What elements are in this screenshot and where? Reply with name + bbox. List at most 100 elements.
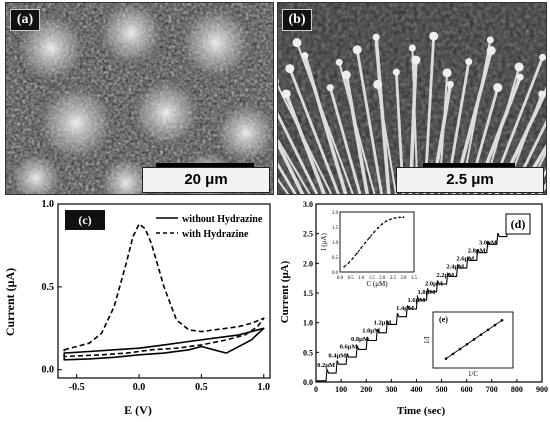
chart-d-panel-label-box	[505, 213, 531, 235]
chart-c-x-tick-label: -0.5	[69, 382, 85, 393]
chart-c-y-tick-label: 0.5	[42, 282, 55, 293]
chart-c-panel-label-bg	[65, 210, 105, 230]
nanorod-tip	[514, 62, 524, 72]
nanorod	[355, 48, 383, 194]
nanorod	[288, 67, 340, 194]
chart-d-amperometric: 0 100 200 300 400 500 600 700 800 9000.00.51.01.5…	[278, 196, 548, 422]
concentration-label: 1.0μM	[362, 328, 380, 335]
nanorod-tip	[411, 55, 421, 65]
chart-d-current-trace	[315, 216, 523, 382]
inset-calibration-x-tick-label: 1.0	[358, 276, 365, 281]
inset-calibration-point	[368, 236, 371, 239]
nanorod-tip	[372, 33, 380, 41]
nanorod-tip	[486, 36, 494, 44]
scale-bar-a	[156, 163, 254, 167]
chart-c-panel-label: (c)	[78, 213, 91, 227]
inset-calibration-y-tick-label: 0.5	[332, 256, 339, 261]
inset-calibration-y-tick-label: 1.0	[332, 241, 339, 246]
concentration-label: 1.2μM	[374, 319, 392, 326]
panel-label-a: (a)	[10, 9, 40, 31]
nanorod-tip	[301, 52, 309, 60]
nanorod-tip	[446, 80, 454, 88]
chart-d-x-tick-label: 700	[486, 385, 498, 394]
series-without-hydrazine	[63, 327, 265, 361]
nanorod	[338, 61, 376, 194]
concentration-label: 2.6μM	[456, 255, 474, 262]
nanorod-tip	[281, 89, 291, 99]
nanorod	[278, 83, 333, 194]
chart-c-y-tick-label: 1.0	[42, 199, 55, 210]
chart-d-x-tick-label: 100	[335, 385, 347, 394]
nanorod	[278, 162, 297, 194]
inset-linear-panel-label: (e)	[439, 315, 448, 324]
chart-c-series	[63, 223, 265, 361]
nanorod	[303, 53, 348, 194]
chart-c-x-tick-label: 0.5	[195, 382, 208, 393]
nanorod-tip	[465, 58, 473, 66]
chart-d-y-tick-label: 2.0	[303, 259, 313, 268]
sem-micrograph-a	[6, 3, 273, 194]
chart-c-plot-area	[57, 203, 271, 379]
inset-calibration-x-tick-label: 0.0	[337, 276, 344, 281]
chart-c-legend: without Hydrazine with Hydrazine	[156, 214, 263, 240]
nanorod-tip	[285, 64, 295, 74]
nanorod-tip	[278, 78, 280, 84]
chart-d-y-tick-label: 0.5	[303, 348, 313, 357]
chart-d-x-tick-label: 400	[410, 385, 422, 394]
chart-c-y-axis-label: Current (μA)	[3, 268, 17, 336]
nanorod	[278, 111, 319, 194]
inset-calibration-x-tick-label: 3.0	[400, 276, 407, 281]
nanorod-tip	[335, 58, 343, 66]
concentration-label: 0.8μM	[351, 336, 369, 343]
inset-calibration-y-tick-label: 0.0	[332, 271, 339, 276]
nanorod-tip	[516, 73, 524, 81]
nanorod	[344, 73, 369, 194]
chart-d-x-tick-label: 900	[536, 385, 548, 394]
nanorod	[295, 41, 354, 194]
nanorod-tip	[341, 70, 351, 80]
sem-image-panel-a: (a) 20 μm	[5, 2, 274, 195]
chart-d-y-tick-label: 1.5	[303, 289, 313, 298]
concentration-label: 1.6μM	[407, 297, 425, 304]
chart-d-inset-linear: (e) 1/C 1/I	[423, 311, 514, 378]
chart-c-y-tick-label: 0.0	[42, 365, 55, 376]
panel-label-b: (b)	[282, 9, 312, 31]
concentration-label: 0.2μM	[317, 362, 335, 369]
inset-calibration-x-tick-label: 2.5	[390, 276, 397, 281]
inset-calibration-y-label: I (μA)	[320, 233, 328, 251]
concentration-label: 2.8μM	[468, 248, 486, 255]
concentration-label: 3.0μM	[479, 239, 497, 246]
concentration-label: 1.8μM	[418, 289, 436, 296]
chart-d-x-tick-label: 600	[461, 385, 473, 394]
legend-label-without: without Hydrazine	[182, 214, 263, 225]
nanorod-tip	[326, 84, 334, 92]
chart-d-y-tick-label: 1.0	[303, 319, 313, 328]
chart-c-voltammogram: -0.5 0.0 0.5 1.0 0.0 0.5 1.0 (c) without Hydra…	[0, 196, 275, 422]
nanorod-tip	[493, 83, 503, 93]
nanorod-tip	[408, 44, 416, 52]
inset-calibration-x-tick-label: 2.0	[379, 276, 386, 281]
chart-d-y-tick-label: 2.5	[303, 230, 313, 239]
nanorod-tip	[429, 31, 439, 41]
scale-bar-b	[423, 163, 515, 167]
concentration-label: 2.0μM	[425, 280, 443, 287]
inset-calibration-x-tick-label: 3.5	[411, 276, 418, 281]
sem-image-panel-b: (b) 2.5 μm	[277, 2, 547, 195]
inset-calibration-x-label: C (μM)	[366, 280, 388, 288]
series-with-hydrazine	[63, 223, 265, 358]
nanorod-tip	[392, 68, 400, 76]
nanorod-tip	[539, 53, 546, 61]
nanorod	[376, 83, 397, 194]
nanorod-tip	[373, 79, 383, 89]
concentration-label: 2.2μM	[436, 272, 454, 279]
nanorod-tip	[538, 90, 546, 98]
concentration-label: 0.4μM	[328, 353, 346, 360]
inset-linear-x-label: 1/C	[468, 370, 478, 378]
nanorod	[278, 139, 305, 194]
nanorod	[531, 168, 546, 194]
inset-calibration-x-tick-label: 1.5	[369, 276, 376, 281]
inset-linear-y-label: 1/I	[423, 335, 431, 343]
chart-c-x-tick-label: 0.0	[133, 382, 146, 393]
chart-c-axes: -0.5 0.0 0.5 1.0 0.0 0.5 1.0	[42, 199, 271, 393]
inset-calibration-y-tick-label: 2.0	[332, 211, 339, 216]
